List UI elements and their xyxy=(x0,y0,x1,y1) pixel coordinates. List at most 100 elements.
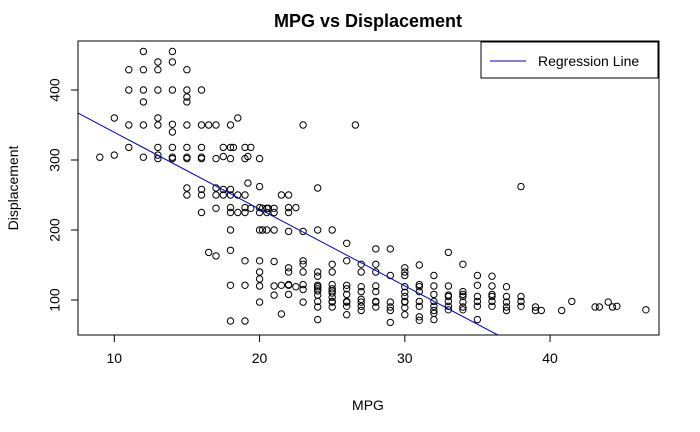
data-point xyxy=(255,268,264,276)
data-point xyxy=(284,281,293,289)
data-point xyxy=(258,226,267,234)
data-point xyxy=(183,121,191,129)
data-point xyxy=(255,275,264,283)
data-point xyxy=(183,191,191,199)
data-point xyxy=(197,86,206,94)
data-point xyxy=(241,208,249,217)
x-tick-label: 10 xyxy=(107,350,123,366)
data-point xyxy=(430,297,438,306)
data-point xyxy=(183,154,191,163)
data-point xyxy=(328,303,336,311)
data-point xyxy=(314,226,322,234)
axis-ticks: 10 20 30 40 100 200 300 400 xyxy=(47,78,558,366)
data-point xyxy=(488,302,496,310)
data-point xyxy=(328,285,336,293)
data-point xyxy=(168,154,177,163)
data-point xyxy=(241,191,249,199)
data-point xyxy=(183,93,191,101)
data-point xyxy=(328,293,336,301)
data-point xyxy=(444,292,453,301)
data-point xyxy=(197,154,206,163)
data-point xyxy=(241,317,249,325)
data-point xyxy=(488,297,496,306)
data-point xyxy=(473,271,482,280)
data-point xyxy=(292,203,300,212)
y-axis-label: Displacement xyxy=(5,145,21,230)
data-point xyxy=(247,143,255,152)
data-point xyxy=(299,280,307,289)
data-point xyxy=(264,204,272,213)
data-point xyxy=(401,271,409,280)
data-point xyxy=(401,288,409,296)
data-point xyxy=(473,292,482,301)
data-point xyxy=(154,86,162,94)
data-point xyxy=(125,121,133,129)
data-point xyxy=(459,306,467,314)
data-point xyxy=(386,298,394,306)
data-point xyxy=(459,287,467,296)
data-point xyxy=(154,143,162,152)
data-point xyxy=(183,143,191,152)
data-point xyxy=(234,191,242,199)
data-point xyxy=(517,297,525,306)
data-point xyxy=(226,246,235,255)
data-point xyxy=(430,271,438,280)
data-point xyxy=(277,191,286,199)
data-point xyxy=(183,98,191,106)
data-point xyxy=(372,282,380,290)
data-point xyxy=(502,283,511,291)
data-point xyxy=(415,316,423,324)
data-point xyxy=(212,204,220,213)
data-point xyxy=(531,303,540,311)
data-point xyxy=(270,204,278,213)
data-point xyxy=(255,298,264,306)
data-point xyxy=(247,204,255,213)
data-point xyxy=(343,302,351,310)
data-point xyxy=(270,291,278,299)
data-point xyxy=(488,290,496,299)
data-point xyxy=(183,66,191,74)
data-point xyxy=(502,298,511,306)
legend: Regression Line xyxy=(480,41,659,79)
data-point xyxy=(241,281,249,289)
data-point xyxy=(473,302,482,310)
data-point xyxy=(473,297,482,306)
data-point xyxy=(219,152,228,161)
data-point xyxy=(154,151,162,159)
data-point xyxy=(197,143,206,152)
data-point xyxy=(595,303,604,311)
data-point xyxy=(444,306,453,314)
y-tick-label: 300 xyxy=(47,148,63,172)
data-point xyxy=(488,292,496,301)
data-point xyxy=(502,306,511,315)
data-point xyxy=(357,302,365,310)
data-point xyxy=(502,292,511,301)
data-point xyxy=(502,303,511,311)
data-point xyxy=(314,297,322,306)
data-point xyxy=(314,184,322,192)
x-axis-label: MPG xyxy=(352,397,384,413)
data-point xyxy=(212,154,220,163)
data-point xyxy=(314,268,322,276)
data-point xyxy=(284,208,293,217)
data-point xyxy=(284,227,293,236)
data-point xyxy=(343,298,351,306)
data-point xyxy=(343,285,351,293)
data-point xyxy=(226,226,235,234)
data-point xyxy=(459,260,467,268)
data-point xyxy=(314,287,322,295)
data-point xyxy=(608,303,617,311)
data-point xyxy=(642,306,650,314)
data-point xyxy=(372,260,380,268)
data-point xyxy=(241,143,249,152)
data-point xyxy=(284,268,293,276)
data-point xyxy=(401,298,409,306)
data-point xyxy=(401,311,409,319)
data-point xyxy=(154,58,162,66)
data-point xyxy=(459,292,467,301)
data-point xyxy=(125,66,133,74)
regression-line xyxy=(78,112,499,335)
data-point xyxy=(284,203,293,212)
data-point xyxy=(110,114,119,122)
data-point xyxy=(415,302,423,310)
